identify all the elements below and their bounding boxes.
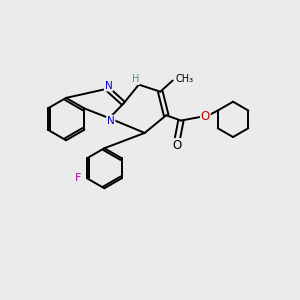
- Text: F: F: [74, 173, 81, 183]
- Text: O: O: [172, 139, 182, 152]
- Text: N: N: [105, 81, 112, 91]
- Text: O: O: [201, 110, 210, 123]
- Text: N: N: [107, 116, 115, 126]
- Text: H: H: [132, 74, 139, 84]
- Text: CH₃: CH₃: [175, 74, 193, 84]
